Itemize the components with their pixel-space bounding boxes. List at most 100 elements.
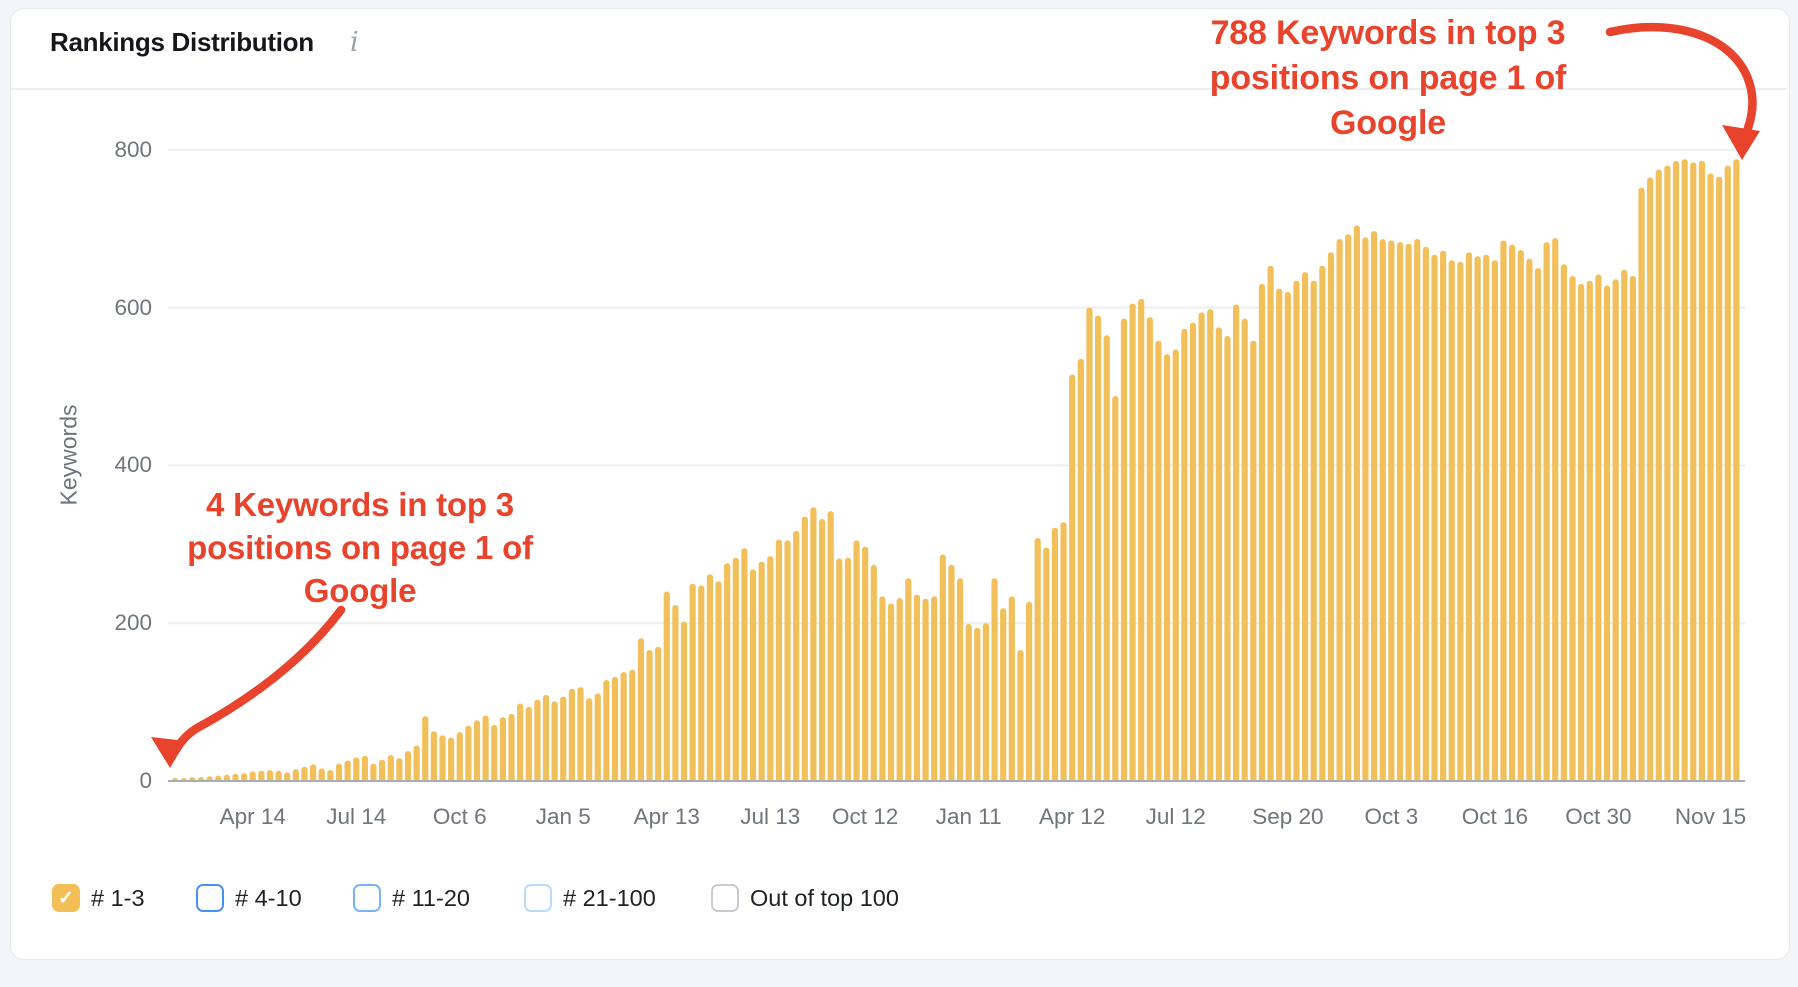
info-icon[interactable]: i [350, 27, 359, 58]
bar[interactable] [732, 557, 739, 786]
bar[interactable] [465, 725, 472, 786]
bar[interactable] [724, 563, 731, 786]
bar[interactable] [637, 638, 644, 786]
bar[interactable] [1560, 264, 1567, 786]
bar[interactable] [1414, 238, 1421, 786]
bar[interactable] [292, 769, 299, 786]
bar[interactable] [1647, 177, 1654, 786]
bar[interactable] [1310, 280, 1317, 786]
bar[interactable] [1008, 596, 1015, 786]
bar[interactable] [353, 757, 360, 786]
bar[interactable] [801, 516, 808, 786]
bar[interactable] [646, 650, 653, 786]
bar[interactable] [1379, 238, 1386, 786]
bar[interactable] [482, 715, 489, 786]
bar[interactable] [232, 773, 239, 786]
bar[interactable] [206, 776, 213, 786]
bar[interactable] [568, 688, 575, 786]
legend-item-1-3[interactable]: ✓ # 1-3 [52, 883, 145, 913]
bar[interactable] [1069, 374, 1076, 786]
bar[interactable] [1000, 608, 1007, 786]
bar[interactable] [1207, 309, 1214, 786]
bar[interactable] [1595, 274, 1602, 786]
bar[interactable] [974, 627, 981, 786]
bar[interactable] [335, 763, 343, 786]
bar[interactable] [689, 583, 696, 786]
bar[interactable] [948, 564, 955, 786]
bar[interactable] [1388, 240, 1395, 786]
bar[interactable] [1284, 291, 1291, 786]
bar[interactable] [1043, 547, 1050, 786]
bar[interactable] [1025, 601, 1033, 786]
bar[interactable] [1215, 327, 1222, 786]
bar[interactable] [344, 760, 351, 786]
bar[interactable] [1465, 252, 1473, 786]
bar[interactable] [1034, 537, 1041, 786]
checkbox-checked[interactable]: ✓ [52, 884, 80, 912]
bar[interactable] [310, 764, 317, 786]
bar[interactable] [1543, 242, 1550, 786]
bar[interactable] [560, 696, 567, 786]
bar[interactable] [1172, 349, 1179, 786]
bar[interactable] [1483, 254, 1490, 786]
legend-item-4-10[interactable]: # 4-10 [196, 883, 302, 913]
bar[interactable] [913, 594, 921, 786]
bar[interactable] [603, 680, 610, 786]
bar[interactable] [1267, 265, 1274, 786]
bar[interactable] [698, 585, 705, 786]
bar[interactable] [1120, 318, 1128, 786]
bar[interactable] [1302, 272, 1309, 786]
bar[interactable] [1621, 269, 1628, 786]
bar[interactable] [327, 769, 334, 786]
bar[interactable] [793, 530, 800, 786]
bar[interactable] [1258, 283, 1266, 786]
bar[interactable] [456, 732, 463, 786]
bar[interactable] [215, 775, 222, 786]
bar[interactable] [1241, 318, 1248, 786]
bar[interactable] [905, 578, 912, 786]
bar[interactable] [1474, 256, 1481, 786]
bar[interactable] [517, 703, 524, 786]
bar[interactable] [1077, 358, 1084, 786]
bar[interactable] [784, 540, 791, 786]
bar[interactable] [241, 773, 248, 786]
checkbox-unchecked[interactable] [196, 884, 224, 912]
bar[interactable] [1431, 254, 1438, 786]
bar[interactable] [1586, 280, 1593, 786]
bar[interactable] [1138, 298, 1145, 786]
bar[interactable] [1189, 322, 1197, 786]
bar[interactable] [1103, 335, 1110, 786]
bar[interactable] [499, 717, 506, 786]
bar[interactable] [862, 546, 869, 786]
bar[interactable] [663, 591, 670, 786]
bar[interactable] [275, 770, 282, 786]
bar[interactable] [1017, 650, 1024, 786]
bar[interactable] [706, 574, 714, 786]
bar[interactable] [1094, 315, 1102, 786]
bar[interactable] [1724, 165, 1731, 786]
bar[interactable] [223, 774, 230, 786]
bar[interactable] [1181, 328, 1188, 786]
bar[interactable] [1362, 237, 1369, 786]
bar[interactable] [284, 772, 291, 786]
bar[interactable] [655, 646, 662, 786]
bar[interactable] [818, 519, 826, 786]
bar[interactable] [1163, 354, 1171, 786]
bar[interactable] [1638, 187, 1645, 786]
bar[interactable] [1250, 340, 1257, 786]
bar[interactable] [1569, 276, 1576, 786]
bar[interactable] [525, 706, 532, 786]
bar[interactable] [982, 623, 990, 786]
bar[interactable] [508, 713, 515, 786]
bar[interactable] [758, 561, 765, 786]
bar[interactable] [611, 676, 619, 786]
bar[interactable] [594, 693, 601, 786]
bar[interactable] [422, 716, 429, 786]
bar[interactable] [370, 763, 377, 786]
checkbox-unchecked[interactable] [711, 884, 739, 912]
bar[interactable] [1327, 252, 1335, 786]
bar[interactable] [1672, 160, 1680, 786]
legend-item-out-of-top-100[interactable]: Out of top 100 [711, 883, 899, 913]
bar[interactable] [810, 507, 817, 786]
bar[interactable] [1396, 242, 1404, 786]
